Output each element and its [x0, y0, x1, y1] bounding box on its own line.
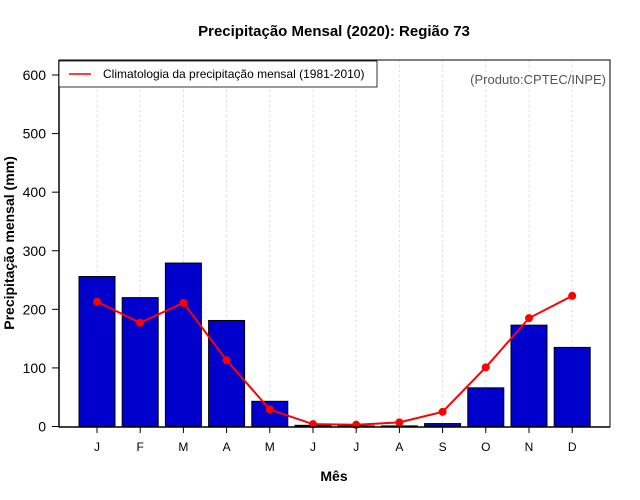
bar-8 — [424, 423, 462, 427]
bar-11 — [553, 346, 591, 428]
climatology-point-10 — [525, 314, 533, 323]
climatology-point-5 — [309, 420, 317, 429]
y-tick-label: 600 — [23, 67, 47, 83]
x-tick-label: D — [568, 440, 577, 454]
climatology-point-8 — [438, 407, 447, 416]
y-tick-label: 200 — [23, 301, 47, 317]
legend: Climatologia da precipitação mensal (198… — [58, 60, 378, 88]
climatology-point-1 — [136, 318, 145, 327]
x-tick-label: N — [525, 440, 534, 454]
climatology-point-4 — [265, 405, 274, 414]
x-tick-label: A — [223, 440, 231, 454]
x-tick-label: J — [94, 440, 100, 454]
y-tick-label: 500 — [23, 126, 47, 142]
bar-2 — [164, 262, 202, 427]
climatology-point-0 — [93, 297, 101, 306]
legend-box — [58, 60, 378, 88]
climatology-polyline — [96, 294, 573, 426]
x-tick-label: O — [481, 440, 490, 454]
chart-title: Precipitação Mensal (2020): Região 73 — [198, 23, 470, 40]
y-tick-label: 100 — [23, 360, 47, 376]
y-axis-label: Precipitação mensal (mm) — [1, 156, 17, 330]
climatology-line — [93, 291, 577, 429]
x-tick-label: J — [310, 440, 316, 454]
x-tick-label: J — [353, 440, 359, 454]
y-axis-ticks: 0 100 200 300 400 500 600 — [23, 67, 59, 435]
x-axis-label: Mês — [320, 468, 347, 484]
x-tick-label: F — [137, 440, 144, 454]
climatology-point-2 — [179, 298, 188, 307]
y-tick-label: 400 — [23, 184, 47, 200]
bars — [78, 262, 591, 428]
legend-entry: Climatologia da precipitação mensal (198… — [103, 67, 364, 81]
climatology-point-11 — [568, 291, 577, 300]
y-tick-label: 300 — [23, 243, 47, 259]
x-tick-label: M — [265, 440, 275, 454]
climatology-point-3 — [222, 356, 231, 365]
x-tick-label: S — [439, 440, 447, 454]
bar-9 — [467, 387, 505, 427]
bar-10 — [510, 324, 548, 428]
credit-text: (Produto:CPTEC/INPE) — [470, 72, 606, 87]
y-tick-label: 0 — [38, 419, 46, 435]
climatology-point-7 — [395, 418, 404, 427]
x-tick-label: M — [178, 440, 188, 454]
climatology-point-9 — [481, 363, 490, 372]
x-tick-label: A — [395, 440, 403, 454]
